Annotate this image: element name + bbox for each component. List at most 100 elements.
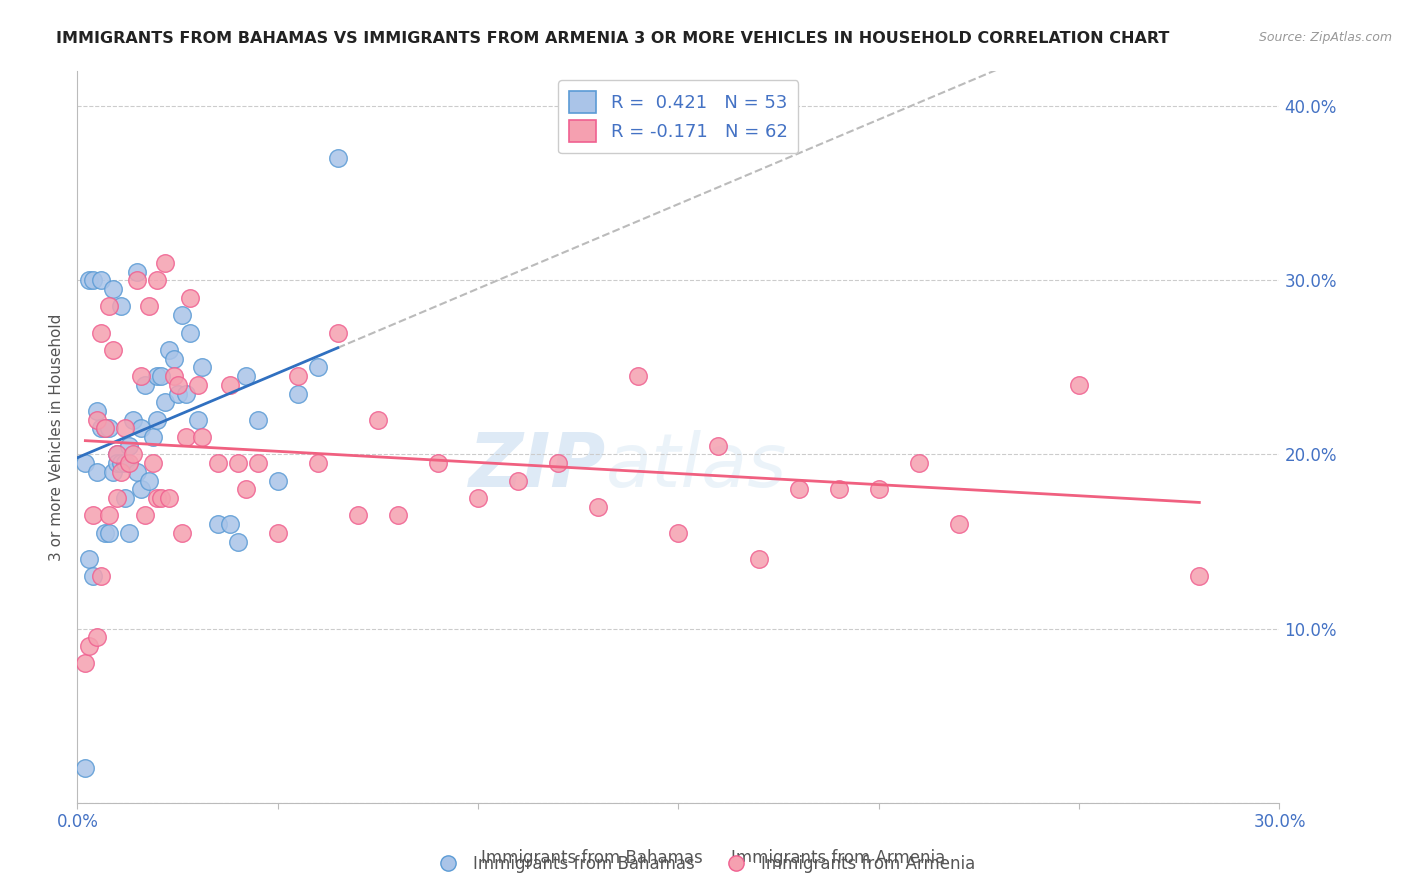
Point: [868, 483, 890, 497]
Point: [114, 491, 136, 505]
Point: [187, 412, 209, 426]
Point: [226, 456, 249, 470]
Point: [155, 395, 177, 409]
Point: [98, 508, 121, 523]
Point: [174, 386, 197, 401]
Point: [190, 430, 212, 444]
Point: [110, 456, 132, 470]
Point: [94, 421, 117, 435]
Point: [387, 508, 409, 523]
Point: [948, 517, 970, 532]
Point: [287, 369, 309, 384]
Point: [110, 465, 132, 479]
Point: [110, 300, 132, 314]
Point: [748, 552, 770, 566]
Point: [187, 377, 209, 392]
Point: [787, 483, 810, 497]
Point: [142, 430, 165, 444]
Point: [1188, 569, 1211, 583]
Point: [142, 456, 165, 470]
Point: [908, 456, 931, 470]
Point: [547, 456, 569, 470]
Point: [326, 152, 349, 166]
Point: [235, 369, 257, 384]
Point: [218, 377, 240, 392]
Point: [146, 273, 169, 287]
Point: [114, 421, 136, 435]
Point: [155, 256, 177, 270]
Y-axis label: 3 or more Vehicles in Household: 3 or more Vehicles in Household: [49, 313, 65, 561]
Point: [246, 412, 269, 426]
Point: [307, 360, 329, 375]
Point: [127, 273, 149, 287]
Point: [146, 412, 169, 426]
Point: [94, 421, 117, 435]
Point: [86, 404, 108, 418]
Point: [86, 465, 108, 479]
Point: [627, 369, 650, 384]
Point: [287, 386, 309, 401]
Point: [103, 282, 125, 296]
Point: [307, 456, 329, 470]
Point: [98, 525, 121, 540]
Point: [170, 308, 193, 322]
Point: [246, 456, 269, 470]
Text: Immigrants from Armenia: Immigrants from Armenia: [731, 849, 945, 867]
Point: [79, 552, 101, 566]
Text: IMMIGRANTS FROM BAHAMAS VS IMMIGRANTS FROM ARMENIA 3 OR MORE VEHICLES IN HOUSEHO: IMMIGRANTS FROM BAHAMAS VS IMMIGRANTS FR…: [56, 31, 1170, 46]
Point: [166, 377, 188, 392]
Point: [90, 273, 112, 287]
Point: [267, 525, 290, 540]
Point: [118, 439, 141, 453]
Point: [218, 517, 240, 532]
Point: [179, 291, 201, 305]
Point: [226, 534, 249, 549]
Point: [94, 525, 117, 540]
Point: [707, 439, 730, 453]
Point: [107, 448, 129, 462]
Point: [122, 412, 145, 426]
Point: [79, 639, 101, 653]
Point: [90, 421, 112, 435]
Point: [86, 412, 108, 426]
Point: [146, 369, 169, 384]
Point: [150, 369, 173, 384]
Point: [427, 456, 450, 470]
Point: [162, 369, 184, 384]
Point: [828, 483, 851, 497]
Point: [326, 326, 349, 340]
Point: [82, 273, 104, 287]
Point: [207, 456, 229, 470]
Point: [118, 456, 141, 470]
Point: [179, 326, 201, 340]
Point: [1069, 377, 1091, 392]
Point: [146, 491, 169, 505]
Point: [107, 491, 129, 505]
Point: [508, 474, 530, 488]
Text: ZIP: ZIP: [470, 430, 606, 503]
Point: [103, 343, 125, 357]
Point: [82, 569, 104, 583]
Point: [668, 525, 690, 540]
Point: [190, 360, 212, 375]
Point: [131, 483, 153, 497]
Text: Source: ZipAtlas.com: Source: ZipAtlas.com: [1258, 31, 1392, 45]
Point: [174, 430, 197, 444]
Point: [79, 273, 101, 287]
Text: atlas: atlas: [606, 430, 787, 502]
Point: [98, 300, 121, 314]
Point: [267, 474, 290, 488]
Point: [150, 491, 173, 505]
Point: [170, 525, 193, 540]
Point: [122, 448, 145, 462]
Point: [98, 421, 121, 435]
Point: [75, 657, 97, 671]
Point: [131, 421, 153, 435]
Point: [90, 569, 112, 583]
Text: Immigrants from Bahamas: Immigrants from Bahamas: [481, 849, 703, 867]
Point: [127, 265, 149, 279]
Point: [134, 508, 156, 523]
Point: [467, 491, 489, 505]
Point: [159, 343, 181, 357]
Point: [367, 412, 389, 426]
